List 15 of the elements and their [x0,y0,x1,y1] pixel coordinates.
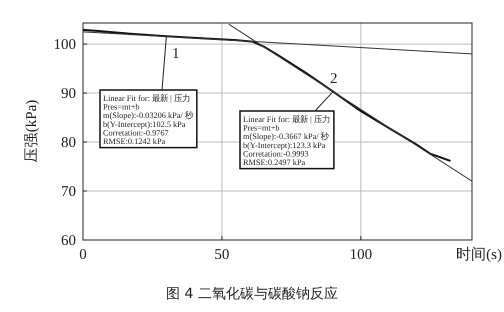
y-tick-label: 70 [61,184,76,200]
text: 图 4 二氧化碳与碳酸钠反应 [166,286,338,302]
x-tick-label: 0 [79,247,87,263]
y-tick-label: 60 [61,233,76,249]
annotation: Linear Fit for: 最新 | 压力 Pres=mt+b m(Slope):-0.3667 kPa/ 秒 b(Y-Intercept):123.3 kPa Corretation:-0.9993 RMSE:0.2497 kPa [243,115,330,167]
annotation: Linear Fit for: 最新 | 压力 Pres=mt+b m(Slope):-0.03206 kPa/ 秒 b(Y-Intercept):102.5 kPa Corretation:-0.9767 RMSE:0.1242 kPa [103,94,193,146]
x-axis-title: 时间(s) [456,246,502,263]
y-tick-label: 90 [61,86,76,102]
x-tick-label: 100 [350,247,372,263]
y-tick-label: 80 [61,135,76,152]
y-tick-label: 100 [54,37,76,54]
x-tick-label: 50 [214,247,230,263]
annotation: 1 [172,46,180,62]
annotation: 2 [330,71,338,87]
y-axis-title: 压强(kPa) [24,100,40,162]
